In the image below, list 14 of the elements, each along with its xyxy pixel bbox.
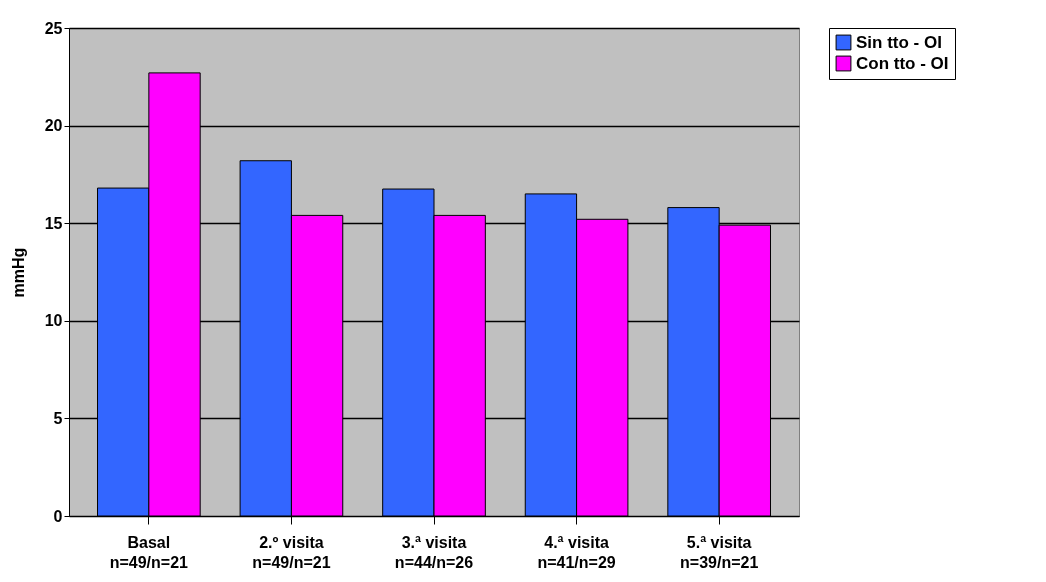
x-tick-label: 2.º visita n=49/n=21 [252, 533, 331, 571]
y-tick-label: 20 [44, 117, 63, 135]
x-tick-label: 4.ª visita n=41/n=29 [537, 533, 616, 571]
x-tick-label: Basal n=49/n=21 [109, 533, 189, 571]
x-tick-label: 5.ª visita n=39/n=21 [680, 533, 759, 571]
x-tick-label: 3.ª visita n=44/n=26 [394, 533, 474, 571]
y-tick-label: 0 [53, 507, 63, 525]
legend-label: Con tto - OI [856, 53, 949, 73]
y-tick-label: 10 [44, 312, 63, 330]
y-tick-label: 15 [44, 214, 63, 232]
y-axis-title: mmHg [9, 247, 27, 298]
y-tick-label: 5 [53, 409, 63, 427]
legend-label: Sin tto - OI [856, 32, 942, 52]
y-tick-label: 25 [44, 19, 63, 37]
